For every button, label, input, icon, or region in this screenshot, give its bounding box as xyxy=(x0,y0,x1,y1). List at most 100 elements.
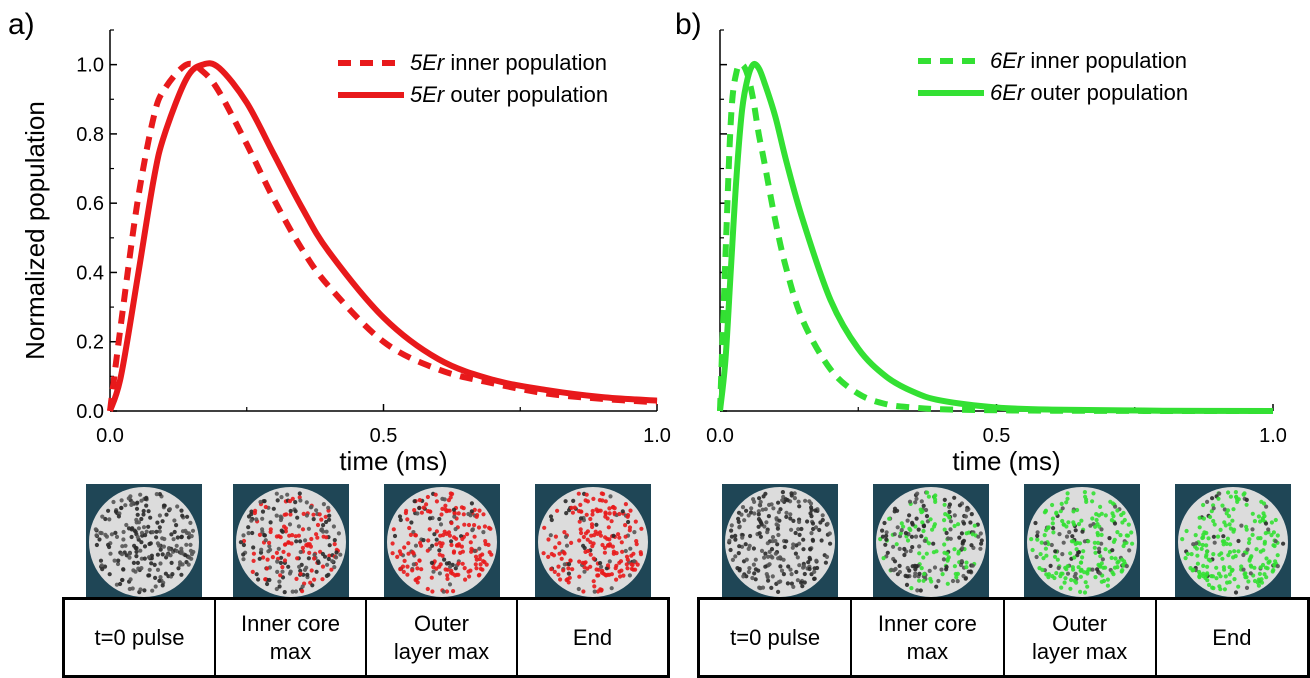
ion-dot xyxy=(946,536,951,541)
ion-dot xyxy=(1084,497,1089,502)
ion-dot xyxy=(914,516,919,521)
ion-dot xyxy=(482,524,487,529)
ion-dot xyxy=(765,541,770,546)
ion-dot xyxy=(1223,574,1228,579)
ion-dot xyxy=(905,574,910,579)
ion-dot xyxy=(1060,518,1065,524)
ion-dot xyxy=(1085,571,1090,576)
ion-dot xyxy=(897,546,902,552)
ion-dot xyxy=(268,547,273,552)
ion-dot xyxy=(578,509,584,514)
ion-dot xyxy=(282,558,288,563)
ion-dot xyxy=(473,562,478,567)
ion-dot xyxy=(1043,509,1048,514)
ion-dot xyxy=(484,562,489,567)
ion-dot xyxy=(813,508,818,513)
ion-dot xyxy=(620,509,625,514)
ion-dot xyxy=(447,582,453,587)
ion-dot xyxy=(1079,518,1084,523)
ion-dot xyxy=(628,508,633,513)
ion-dot xyxy=(779,568,785,573)
ion-dot xyxy=(1064,500,1069,505)
ion-dot xyxy=(549,567,554,572)
ion-dot xyxy=(1221,534,1226,539)
ion-dot xyxy=(274,550,279,556)
ion-dot xyxy=(1264,575,1269,580)
ion-dot xyxy=(1121,543,1126,549)
ion-dot xyxy=(1233,590,1239,595)
ion-dot xyxy=(311,512,316,517)
ion-dot xyxy=(302,567,308,573)
ion-dot xyxy=(614,551,619,556)
ion-dot xyxy=(448,570,454,575)
ion-dot xyxy=(1097,549,1102,555)
ion-dot xyxy=(296,533,301,538)
ion-dot xyxy=(407,525,412,531)
ion-dot xyxy=(764,520,769,525)
ion-dot xyxy=(1041,556,1046,561)
ion-dot xyxy=(1211,552,1216,557)
ion-dot xyxy=(758,518,763,524)
ion-dot xyxy=(1124,564,1129,569)
ion-dot xyxy=(1044,572,1049,577)
ion-dot xyxy=(625,566,630,571)
ion-dot xyxy=(945,513,951,518)
ion-dot xyxy=(880,534,886,539)
ion-dot xyxy=(180,513,185,518)
ion-dot xyxy=(742,518,747,523)
ion-dot xyxy=(249,509,254,514)
ion-dot xyxy=(1098,564,1103,569)
ion-dot xyxy=(945,558,950,563)
ion-dot xyxy=(327,513,332,518)
ion-dot xyxy=(1212,540,1217,545)
ion-dot xyxy=(1050,516,1055,521)
ion-dot xyxy=(780,490,786,495)
ion-dot xyxy=(746,513,751,518)
ion-dot xyxy=(978,531,983,536)
ion-dot xyxy=(103,516,108,522)
ion-dot xyxy=(121,567,126,572)
ion-dot xyxy=(1092,540,1097,545)
ion-dot xyxy=(948,519,954,524)
ion-dot xyxy=(309,504,314,510)
ion-dot xyxy=(1111,572,1116,577)
ion-dot xyxy=(759,548,765,554)
ion-dot xyxy=(440,506,445,511)
ion-dot xyxy=(1204,543,1209,548)
ion-dot xyxy=(1262,539,1267,545)
ion-dot xyxy=(956,522,961,527)
legend-label: 6Er inner population xyxy=(990,48,1187,73)
ion-dot xyxy=(600,498,605,503)
ion-dot xyxy=(280,529,285,534)
ion-dot xyxy=(603,499,608,504)
ion-dot xyxy=(294,576,299,582)
ion-dot xyxy=(1103,547,1108,552)
ion-dot xyxy=(263,504,268,510)
ion-dot xyxy=(178,562,183,567)
ion-dot xyxy=(964,565,969,570)
ion-dot xyxy=(1244,585,1250,591)
ion-dot xyxy=(468,540,473,545)
ion-dot xyxy=(1052,575,1057,581)
ion-dot xyxy=(617,535,622,540)
ion-dot xyxy=(451,507,457,512)
ion-dot xyxy=(1105,583,1110,588)
ion-dot xyxy=(1252,519,1257,524)
ion-dot xyxy=(1054,571,1059,576)
ion-dot xyxy=(314,532,319,537)
ion-dot xyxy=(559,556,564,561)
x-axis-label: time (ms) xyxy=(952,446,1060,476)
ion-dot xyxy=(744,508,749,513)
ion-dot xyxy=(419,543,424,548)
ion-dot xyxy=(120,544,125,549)
ion-dot xyxy=(1215,534,1221,539)
ion-dot xyxy=(251,551,256,556)
ion-dot xyxy=(592,589,597,594)
ion-dot xyxy=(250,569,255,575)
ion-dot xyxy=(577,519,582,524)
ion-dot xyxy=(451,549,457,554)
legend-label: 5Er inner population xyxy=(410,50,607,75)
ion-dot xyxy=(111,499,116,505)
ion-dot xyxy=(1272,562,1277,568)
ion-dot xyxy=(300,584,305,589)
